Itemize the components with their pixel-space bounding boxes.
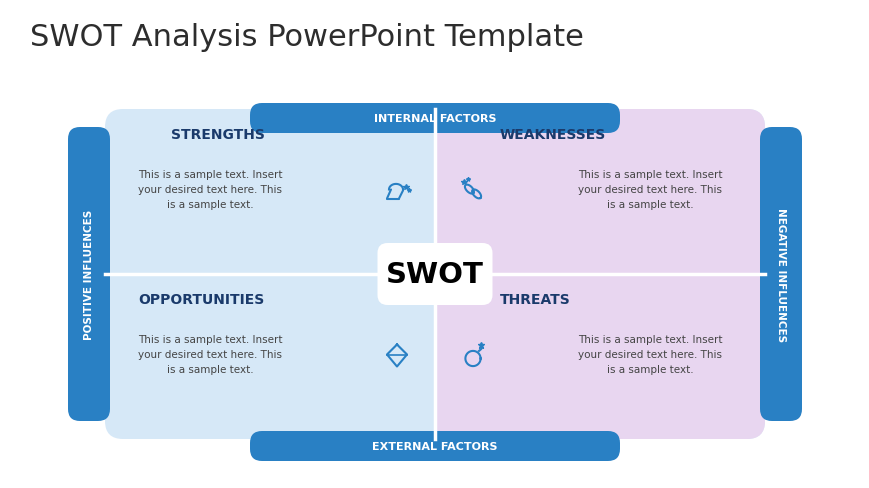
FancyBboxPatch shape (377, 244, 492, 305)
Text: POSITIVE INFLUENCES: POSITIVE INFLUENCES (84, 209, 94, 340)
Text: This is a sample text. Insert
your desired text here. This
is a sample text.: This is a sample text. Insert your desir… (137, 170, 282, 209)
Text: STRENGTHS: STRENGTHS (171, 128, 265, 142)
Text: INTERNAL FACTORS: INTERNAL FACTORS (374, 114, 495, 124)
FancyBboxPatch shape (760, 128, 801, 421)
Text: This is a sample text. Insert
your desired text here. This
is a sample text.: This is a sample text. Insert your desir… (137, 334, 282, 374)
Text: SWOT Analysis PowerPoint Template: SWOT Analysis PowerPoint Template (30, 23, 583, 52)
Text: This is a sample text. Insert
your desired text here. This
is a sample text.: This is a sample text. Insert your desir… (577, 334, 721, 374)
FancyBboxPatch shape (249, 431, 620, 461)
FancyBboxPatch shape (68, 128, 109, 421)
Text: This is a sample text. Insert
your desired text here. This
is a sample text.: This is a sample text. Insert your desir… (577, 170, 721, 209)
FancyBboxPatch shape (416, 110, 764, 439)
Text: SWOT: SWOT (386, 261, 483, 288)
Text: EXTERNAL FACTORS: EXTERNAL FACTORS (372, 441, 497, 451)
Text: NEGATIVE INFLUENCES: NEGATIVE INFLUENCES (775, 207, 785, 342)
FancyBboxPatch shape (249, 104, 620, 134)
Text: OPPORTUNITIES: OPPORTUNITIES (138, 292, 265, 306)
Bar (416, 110, 436, 439)
Text: THREATS: THREATS (500, 292, 570, 306)
FancyBboxPatch shape (105, 110, 764, 439)
Text: WEAKNESSES: WEAKNESSES (500, 128, 606, 142)
